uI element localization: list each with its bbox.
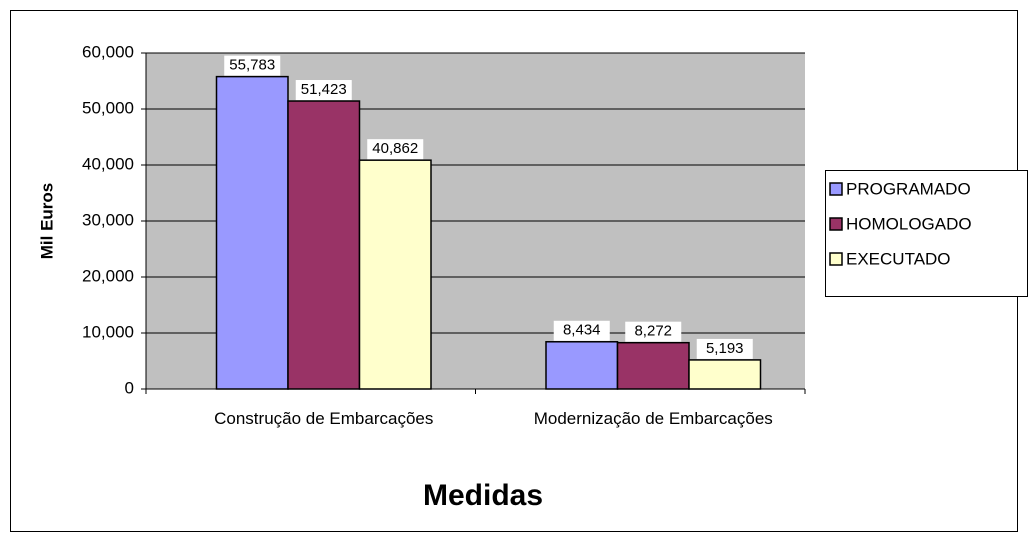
value-label: 55,783 bbox=[229, 57, 275, 74]
value-label: 8,272 bbox=[634, 323, 672, 340]
x-tick-label: Construção de Embarcações bbox=[214, 409, 434, 428]
value-label: 5,193 bbox=[706, 340, 744, 357]
value-label: 40,862 bbox=[372, 140, 418, 157]
bar bbox=[287, 100, 361, 390]
legend-label: PROGRAMADO bbox=[846, 179, 971, 198]
legend bbox=[825, 170, 1028, 297]
value-label: 8,434 bbox=[563, 322, 601, 339]
y-tick-label: 0 bbox=[125, 378, 134, 397]
y-tick-label: 40,000 bbox=[82, 154, 134, 173]
value-label-bg bbox=[553, 320, 610, 341]
bar bbox=[616, 341, 690, 390]
legend-label: EXECUTADO bbox=[846, 249, 951, 268]
y-tick-label: 30,000 bbox=[82, 210, 134, 229]
y-tick-label: 10,000 bbox=[82, 322, 134, 341]
y-tick-label: 50,000 bbox=[82, 98, 134, 117]
value-label-bg bbox=[295, 80, 352, 101]
legend-label: HOMOLOGADO bbox=[846, 214, 972, 233]
value-label-bg bbox=[696, 338, 753, 359]
value-label-bg bbox=[625, 321, 682, 342]
value-label: 51,423 bbox=[301, 81, 347, 98]
legend-swatch bbox=[829, 217, 843, 231]
bar bbox=[688, 359, 762, 390]
legend-swatch bbox=[829, 182, 843, 196]
bar bbox=[358, 159, 432, 390]
y-tick-label: 60,000 bbox=[82, 42, 134, 61]
x-tick-label: Modernização de Embarcações bbox=[533, 409, 773, 428]
value-label-bg bbox=[224, 55, 281, 76]
y-axis-title: Mil Euros bbox=[37, 183, 56, 260]
legend-swatch bbox=[829, 252, 843, 266]
x-axis-title: Medidas bbox=[423, 479, 543, 512]
value-label-bg bbox=[367, 139, 424, 160]
bar bbox=[545, 341, 619, 390]
bar bbox=[215, 75, 289, 390]
y-tick-label: 20,000 bbox=[82, 266, 134, 285]
